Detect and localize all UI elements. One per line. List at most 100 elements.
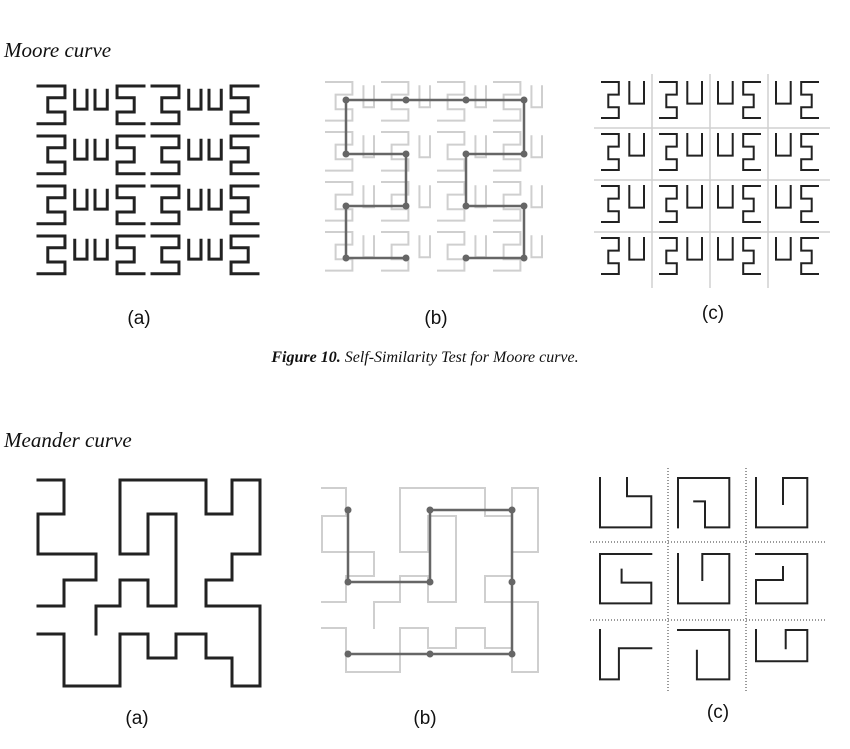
moore-b-faint-glyph [493,131,522,172]
moore-c-glyph-u [686,81,703,105]
moore-a-glyph-u [73,238,89,261]
moore-b-vertex-dot [462,96,470,104]
moore-b-vertex-dot [520,254,528,262]
meander-overlay-diagram [321,487,539,673]
moore-c-glyph [659,185,678,223]
moore-figure-b [324,80,548,280]
moore-b-faint-glyph-u [530,85,543,109]
moore-c-glyph [659,237,678,275]
moore-a-glyph-u [93,188,109,211]
moore-b-faint-glyph [437,231,466,272]
moore-a-glyph-u [187,238,203,261]
moore-b-faint-glyph [381,81,410,122]
meander-b-vertex-dot [344,578,352,586]
moore-a-glyph-u [207,88,223,111]
moore-c-glyph-u [717,237,734,261]
moore-b-vertex-dot [402,254,410,262]
moore-b-vertex-dot [342,254,350,262]
moore-a-glyph-u [73,138,89,161]
moore-c-glyph [659,81,678,119]
moore-b-faint-glyph [437,131,466,172]
meander-b-vertex-dot [344,650,352,658]
meander-c-block-glyph [755,477,809,529]
moore-c-glyph-u [717,185,734,209]
figure-caption-text: Self-Similarity Test for Moore curve. [344,349,579,366]
moore-a-glyph [150,234,181,276]
moore-a-glyph [115,134,146,176]
moore-c-glyph-u [717,81,734,105]
meander-c-block-glyph [755,553,809,605]
meander-label-a: (a) [125,708,149,729]
moore-c-glyph-u [775,237,792,261]
moore-b-faint-glyph-u [474,85,487,109]
meander-c-block-glyph [677,553,731,605]
moore-c-glyph [742,185,761,223]
moore-b-vertex-dot [520,96,528,104]
moore-b-faint-glyph [325,81,354,122]
moore-c-glyph [800,133,819,171]
moore-b-vertex-dot [462,150,470,158]
moore-b-faint-glyph [493,81,522,122]
meander-b-vertex-dot [508,578,516,586]
moore-a-glyph [150,184,181,226]
moore-b-faint-glyph-u [362,185,375,209]
moore-b-vertex-dot [520,202,528,210]
moore-c-glyph [601,185,620,223]
moore-a-glyph [229,184,260,226]
moore-c-glyph [742,237,761,275]
moore-a-glyph-u [187,188,203,211]
moore-c-glyph [800,81,819,119]
moore-c-glyph-u [686,185,703,209]
moore-c-glyph-u [686,133,703,157]
meander-figure-b [320,486,542,676]
figure-caption-label: Figure 10. [271,349,341,366]
moore-b-faint-glyph [437,81,466,122]
moore-b-faint-glyph [325,131,354,172]
moore-overlay-diagram [325,81,543,272]
moore-a-glyph [36,184,67,226]
moore-b-faint-glyph-u [418,185,431,209]
moore-a-glyph-u [187,138,203,161]
moore-b-vertex-dot [402,150,410,158]
meander-section-title: Meander curve [4,428,132,452]
meander-c-block-glyph [677,477,731,529]
meander-b-vertex-dot [344,506,352,514]
moore-b-faint-glyph-u [362,85,375,109]
moore-a-glyph [36,134,67,176]
moore-subdivided-grid [594,74,830,288]
moore-a-glyph [36,234,67,276]
moore-b-faint-glyph [493,231,522,272]
meander-b-vertex-dot [508,506,516,514]
moore-b-vertex-dot [342,150,350,158]
meander-b-faint-segment [399,487,539,553]
moore-c-glyph [742,81,761,119]
moore-label-b: (b) [424,308,448,329]
meander-b-faint-segment [373,487,457,629]
moore-b-faint-glyph-u [418,135,431,159]
moore-a-glyph [229,84,260,126]
moore-a-glyph-u [73,88,89,111]
moore-b-faint-glyph-u [418,85,431,109]
moore-b-faint-glyph-u [530,235,543,259]
moore-b-faint-glyph [325,181,354,222]
moore-b-faint-glyph [381,131,410,172]
moore-b-vertex-dot [462,202,470,210]
meander-b-vertex-dot [426,578,434,586]
moore-b-faint-glyph-u [474,135,487,159]
meander-a-segment [36,552,262,688]
moore-a-glyph-u [207,238,223,261]
moore-b-faint-glyph-u [362,235,375,259]
moore-b-faint-glyph-u [474,185,487,209]
meander-c-block-glyph [599,477,653,529]
moore-c-glyph [800,185,819,223]
meander-figure-a [36,478,262,688]
moore-b-faint-glyph [437,181,466,222]
meander-a-segment [36,478,98,608]
moore-a-glyph-u [207,138,223,161]
moore-label-c: (c) [701,303,725,324]
moore-c-glyph-u [775,185,792,209]
moore-section-title: Moore curve [4,38,112,62]
moore-b-faint-glyph [381,231,410,272]
moore-c-glyph-u [628,185,645,209]
figure-caption: Figure 10. Self-Similarity Test for Moor… [0,349,850,367]
